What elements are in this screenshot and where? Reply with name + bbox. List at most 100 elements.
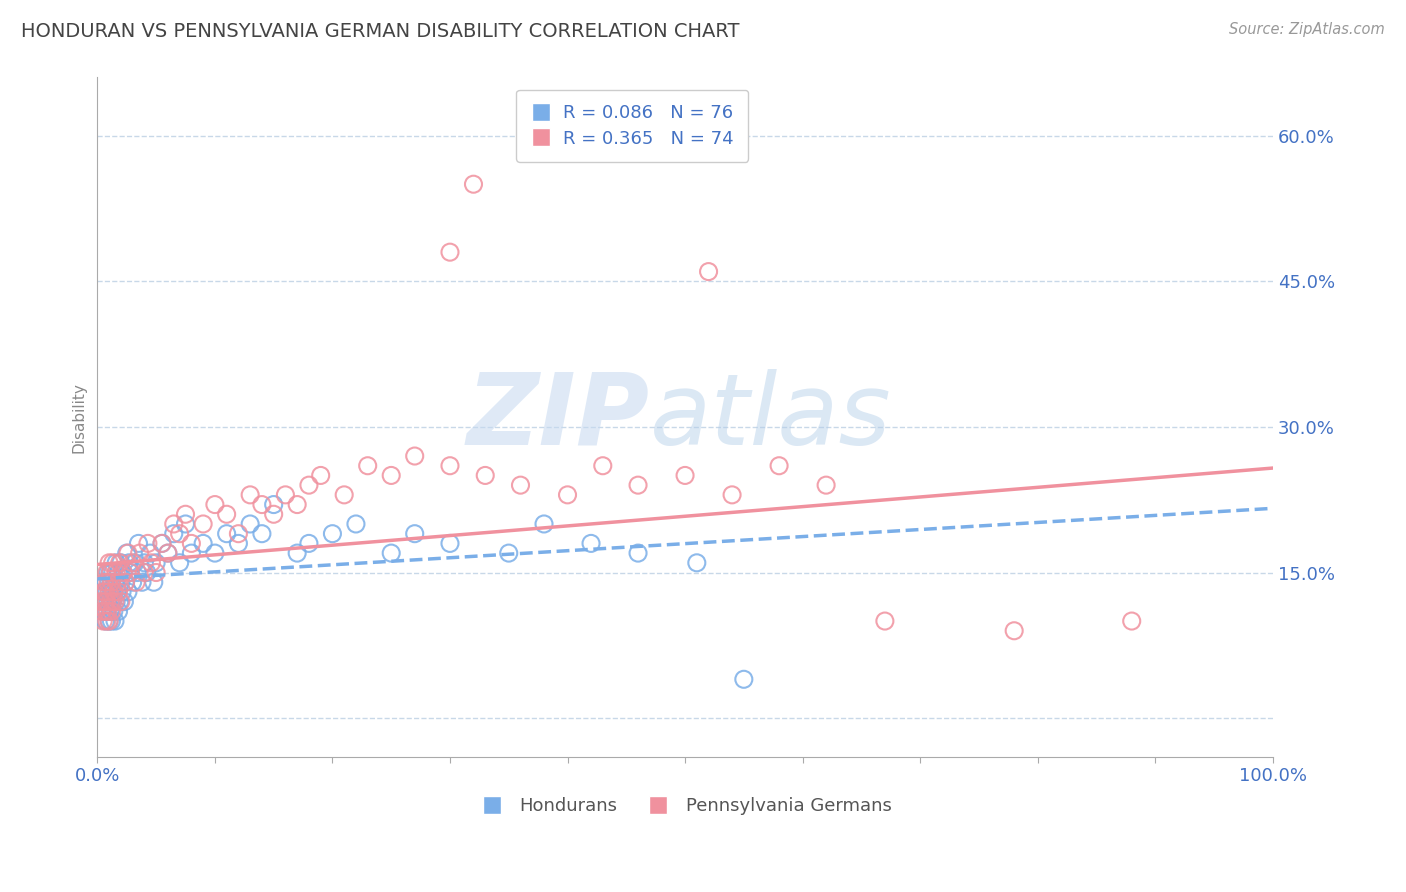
- Point: [100, 604, 122, 618]
- Point: [579, 536, 602, 550]
- Point: [108, 556, 131, 570]
- Point: [404, 449, 426, 463]
- Point: [114, 575, 136, 590]
- Point: [380, 546, 402, 560]
- Point: [215, 508, 238, 522]
- Point: [697, 264, 720, 278]
- Point: [105, 575, 128, 590]
- Point: [110, 575, 132, 590]
- Point: [439, 458, 461, 473]
- Point: [114, 575, 136, 590]
- Point: [110, 594, 132, 608]
- Point: [131, 575, 153, 590]
- Point: [94, 604, 117, 618]
- Point: [101, 594, 124, 608]
- Point: [91, 614, 114, 628]
- Point: [96, 594, 118, 608]
- Point: [463, 178, 485, 192]
- Point: [100, 585, 122, 599]
- Point: [169, 556, 191, 570]
- Legend: Hondurans, Pennsylvania Germans: Hondurans, Pennsylvania Germans: [471, 790, 900, 822]
- Text: atlas: atlas: [650, 368, 891, 466]
- Point: [139, 546, 162, 560]
- Point: [174, 516, 197, 531]
- Point: [96, 585, 118, 599]
- Point: [627, 546, 650, 560]
- Point: [93, 594, 115, 608]
- Point: [100, 614, 122, 628]
- Point: [110, 556, 132, 570]
- Point: [142, 575, 165, 590]
- Point: [156, 546, 179, 560]
- Point: [91, 604, 114, 618]
- Point: [285, 546, 308, 560]
- Point: [125, 575, 148, 590]
- Point: [91, 604, 114, 618]
- Point: [627, 478, 650, 492]
- Point: [96, 566, 118, 580]
- Point: [103, 604, 125, 618]
- Point: [98, 594, 121, 608]
- Point: [120, 566, 142, 580]
- Point: [150, 536, 173, 550]
- Point: [180, 536, 202, 550]
- Point: [98, 575, 121, 590]
- Point: [93, 575, 115, 590]
- Point: [101, 556, 124, 570]
- Point: [105, 585, 128, 599]
- Point: [163, 526, 186, 541]
- Point: [250, 526, 273, 541]
- Point: [592, 458, 614, 473]
- Point: [509, 478, 531, 492]
- Text: Source: ZipAtlas.com: Source: ZipAtlas.com: [1229, 22, 1385, 37]
- Point: [250, 498, 273, 512]
- Point: [136, 536, 159, 550]
- Point: [100, 575, 122, 590]
- Point: [128, 546, 150, 560]
- Point: [333, 488, 356, 502]
- Point: [108, 594, 131, 608]
- Point: [145, 556, 167, 570]
- Point: [127, 536, 149, 550]
- Point: [357, 458, 380, 473]
- Point: [298, 478, 321, 492]
- Point: [107, 566, 129, 580]
- Point: [439, 536, 461, 550]
- Point: [1002, 624, 1025, 638]
- Point: [107, 604, 129, 618]
- Point: [112, 594, 135, 608]
- Point: [228, 526, 250, 541]
- Point: [97, 594, 120, 608]
- Point: [285, 498, 308, 512]
- Point: [169, 526, 191, 541]
- Point: [135, 566, 157, 580]
- Point: [104, 614, 127, 628]
- Point: [104, 575, 127, 590]
- Point: [104, 594, 127, 608]
- Point: [101, 594, 124, 608]
- Point: [191, 536, 214, 550]
- Text: HONDURAN VS PENNSYLVANIA GERMAN DISABILITY CORRELATION CHART: HONDURAN VS PENNSYLVANIA GERMAN DISABILI…: [21, 22, 740, 41]
- Point: [815, 478, 838, 492]
- Point: [321, 526, 343, 541]
- Point: [98, 604, 121, 618]
- Point: [98, 556, 121, 570]
- Point: [121, 575, 143, 590]
- Point: [98, 594, 121, 608]
- Point: [150, 536, 173, 550]
- Point: [239, 516, 262, 531]
- Point: [141, 556, 163, 570]
- Point: [120, 566, 142, 580]
- Point: [873, 614, 896, 628]
- Point: [768, 458, 790, 473]
- Point: [263, 498, 285, 512]
- Point: [673, 468, 696, 483]
- Point: [134, 566, 156, 580]
- Point: [98, 585, 121, 599]
- Text: ZIP: ZIP: [467, 368, 650, 466]
- Point: [439, 245, 461, 260]
- Point: [124, 556, 146, 570]
- Point: [98, 614, 121, 628]
- Point: [115, 546, 138, 560]
- Point: [101, 566, 124, 580]
